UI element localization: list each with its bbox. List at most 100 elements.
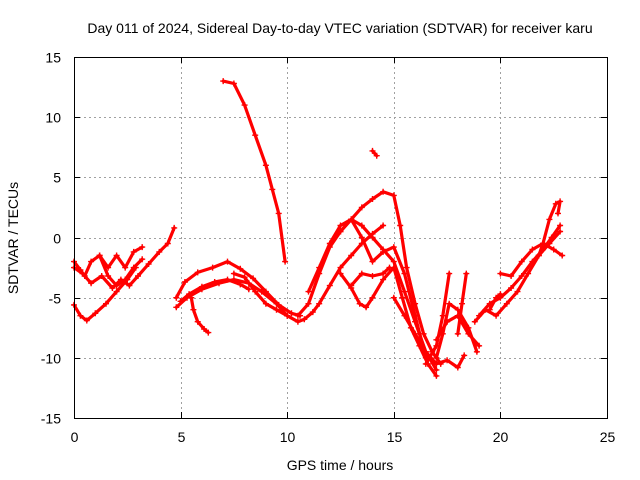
data-point — [282, 258, 289, 265]
grid — [74, 57, 607, 418]
data-point — [518, 273, 525, 279]
x-tick-label: 5 — [178, 429, 186, 445]
data-point — [126, 282, 133, 289]
data-point — [546, 216, 553, 223]
data-point — [358, 270, 365, 277]
data-point — [444, 357, 451, 364]
data-point — [399, 294, 406, 301]
data-point — [201, 326, 208, 332]
data-point — [194, 318, 201, 325]
series-arc-19 — [422, 270, 453, 367]
series-trace — [338, 266, 438, 378]
data-point — [358, 234, 365, 241]
data-point — [209, 264, 216, 271]
data-point — [412, 300, 419, 307]
y-tick-label: 15 — [45, 50, 61, 66]
data-point — [459, 300, 465, 307]
data-point — [380, 276, 387, 283]
data-point — [305, 300, 312, 307]
data-point — [369, 273, 376, 279]
data-point — [390, 244, 397, 251]
data-point — [269, 186, 276, 193]
data-point — [113, 288, 120, 295]
data-point — [88, 280, 95, 287]
data-point — [309, 309, 316, 316]
series-arc-25 — [535, 198, 564, 259]
chart-title: Day 011 of 2024, Sidereal Day-to-day VTE… — [87, 20, 592, 36]
series-trace — [424, 272, 451, 366]
y-tick-label: 5 — [53, 170, 61, 186]
data-point — [358, 204, 365, 211]
data-point — [348, 216, 355, 223]
series-arc-24 — [497, 240, 566, 279]
data-point — [559, 252, 566, 259]
data-point — [122, 276, 129, 283]
data-point — [348, 252, 355, 259]
axis-ticks — [74, 57, 608, 419]
data-point — [139, 256, 146, 263]
data-point — [198, 283, 205, 290]
series-trace — [338, 190, 443, 366]
data-point — [461, 352, 468, 359]
data-point — [390, 192, 397, 199]
tick-labels: 0 5 10 15 20 25 -15 -10 -5 0 5 10 15 — [41, 50, 616, 446]
data-point — [105, 273, 112, 279]
data-point — [358, 222, 365, 229]
data-point — [363, 304, 370, 311]
data-point — [83, 317, 90, 324]
x-tick-label: 20 — [493, 429, 509, 445]
data-point — [326, 282, 333, 289]
data-point — [403, 264, 410, 271]
data-point — [252, 132, 259, 139]
x-tick-label: 15 — [387, 429, 403, 445]
data-point — [211, 279, 218, 285]
data-point — [77, 312, 84, 319]
data-point — [454, 364, 461, 371]
data-point — [390, 294, 397, 301]
data-point — [294, 312, 301, 319]
data-point — [401, 312, 408, 319]
data-point — [145, 261, 152, 267]
data-point — [173, 294, 180, 301]
data-point — [540, 240, 546, 247]
y-axis-title: SDTVAR / TECUs — [5, 182, 21, 294]
data-point — [557, 198, 564, 205]
data-point — [258, 288, 265, 295]
data-point — [433, 372, 440, 379]
data-point — [497, 291, 504, 298]
data-point — [96, 252, 103, 259]
data-series — [71, 78, 566, 379]
data-point — [552, 200, 559, 207]
y-tick-label: 0 — [53, 231, 61, 247]
data-point — [446, 270, 453, 277]
data-point — [305, 288, 312, 295]
data-point — [301, 316, 308, 323]
data-point — [473, 348, 480, 355]
data-point — [205, 329, 212, 336]
data-point — [194, 269, 201, 276]
series-trace — [221, 79, 287, 264]
data-point — [109, 285, 116, 291]
data-point — [139, 244, 146, 251]
data-point — [92, 310, 99, 317]
data-point — [497, 270, 504, 277]
data-point — [135, 273, 141, 279]
data-point — [88, 258, 95, 265]
series-arc-16 — [348, 264, 393, 289]
data-point — [230, 80, 237, 87]
data-point — [420, 330, 427, 337]
data-point — [373, 152, 380, 159]
data-point — [493, 294, 500, 301]
data-point — [326, 240, 333, 247]
y-tick-label: 10 — [45, 110, 61, 126]
data-point — [397, 222, 404, 229]
series-arc-7 — [177, 276, 252, 305]
data-point — [316, 300, 323, 307]
data-point — [288, 310, 295, 317]
data-point — [471, 318, 478, 325]
data-point — [188, 294, 195, 301]
data-point — [98, 273, 105, 279]
series-arc-9 — [220, 78, 289, 265]
data-point — [557, 222, 564, 229]
data-point — [454, 312, 461, 319]
